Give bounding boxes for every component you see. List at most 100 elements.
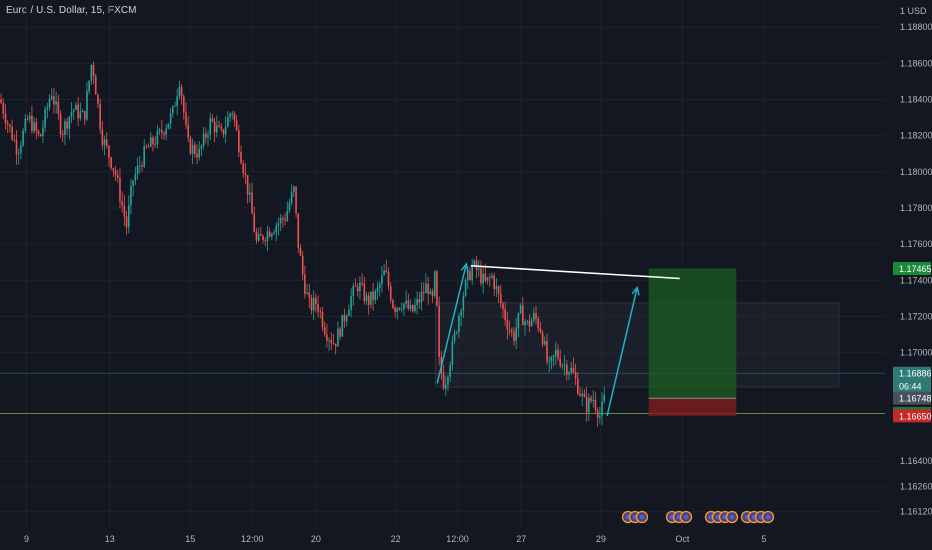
candle-body: [130, 185, 132, 206]
candle-body: [464, 280, 467, 296]
candle-body: [348, 309, 350, 317]
candle-body: [86, 91, 88, 120]
candle-body: [134, 173, 137, 181]
candle-body: [475, 260, 478, 270]
candle-body: [249, 192, 251, 195]
candle-body: [449, 364, 451, 377]
economic-events[interactable]: [621, 510, 775, 524]
candle-body: [601, 401, 603, 416]
x-tick-label: 15: [185, 534, 195, 544]
candle-body: [557, 349, 559, 359]
candle-body: [337, 328, 339, 347]
candle-body: [194, 144, 196, 154]
candle-body: [178, 86, 181, 97]
candle-body: [585, 397, 588, 413]
x-tick-label: Oct: [675, 534, 690, 544]
candle-body: [458, 315, 460, 332]
candle-body: [35, 122, 38, 131]
candle-body: [50, 96, 53, 99]
arrow-line[interactable]: [606, 287, 638, 417]
trendline[interactable]: [470, 265, 680, 280]
candle-body: [105, 139, 108, 146]
candle-body: [147, 146, 150, 148]
candle-body: [451, 341, 454, 365]
candle-body: [127, 205, 130, 228]
candle-body: [541, 332, 544, 345]
arrow-line[interactable]: [436, 263, 468, 384]
candle-body: [550, 356, 553, 362]
candle-body: [444, 384, 447, 389]
candle-body: [271, 233, 273, 237]
candle-body: [112, 167, 115, 171]
candle-body: [233, 113, 236, 121]
price-label-box: [893, 409, 931, 423]
candle-body: [548, 361, 551, 363]
event-flag-dot-icon[interactable]: [683, 514, 689, 520]
candle-body: [229, 113, 231, 117]
arrow-head[interactable]: [460, 262, 469, 272]
candle-body: [284, 219, 286, 221]
candle-body: [224, 126, 227, 135]
candle-body: [354, 285, 357, 287]
candle-body: [389, 286, 392, 301]
candle-body: [429, 291, 432, 295]
candle-body: [383, 270, 385, 276]
candle-body: [515, 328, 517, 342]
candle-body: [44, 109, 46, 128]
candle-body: [123, 205, 126, 217]
candle-body: [242, 163, 245, 174]
candle-body: [290, 191, 293, 204]
candle-body: [61, 134, 64, 135]
candle-body: [563, 364, 566, 366]
candle-body: [46, 107, 49, 110]
candle-body: [343, 314, 346, 322]
candle-body: [141, 165, 143, 167]
horizontal-levels: [0, 372, 885, 414]
candle-body: [174, 106, 176, 107]
target-zone[interactable]: [648, 268, 737, 399]
event-flag-dot-icon[interactable]: [765, 514, 771, 520]
candle-body: [442, 372, 445, 389]
candle-body: [295, 186, 297, 214]
candle-body: [116, 175, 119, 178]
candle-body: [268, 231, 271, 237]
price-label-box: [893, 379, 931, 393]
candle-body: [2, 102, 5, 114]
trade-setup[interactable]: [648, 268, 737, 416]
event-flag-dot-icon[interactable]: [639, 514, 645, 520]
candle-body: [328, 339, 330, 341]
candle-body: [570, 367, 573, 373]
shaded-range: [435, 302, 840, 388]
candle-body: [59, 113, 62, 135]
candle-body: [473, 260, 476, 266]
candle-body: [372, 291, 374, 301]
candle-body: [431, 291, 434, 296]
candle-body: [136, 165, 139, 174]
candle-body: [447, 376, 449, 385]
candle-body: [524, 321, 526, 326]
candle-body: [132, 180, 134, 186]
candle-body: [185, 112, 187, 125]
candle-body: [341, 314, 344, 337]
candle-body: [513, 332, 515, 342]
drawings[interactable]: [436, 262, 680, 417]
candle-body: [286, 210, 289, 221]
candle-body: [0, 99, 2, 103]
y-tick-label: 1.18000: [900, 167, 932, 177]
candle-body: [508, 329, 511, 331]
candle-body: [596, 410, 599, 418]
candle-body: [227, 116, 229, 127]
candle-body: [108, 145, 110, 158]
candle-body: [396, 307, 399, 313]
y-axis-unit: 1 USD: [900, 6, 927, 16]
candle-body: [20, 145, 22, 154]
candle-body: [370, 291, 372, 305]
candle-body: [33, 122, 35, 132]
arrow-head[interactable]: [631, 285, 640, 296]
stop-zone[interactable]: [648, 398, 737, 416]
candle-body: [583, 393, 586, 398]
candle-body: [471, 265, 473, 280]
event-flag-dot-icon[interactable]: [729, 514, 735, 520]
candle-body: [138, 165, 141, 167]
